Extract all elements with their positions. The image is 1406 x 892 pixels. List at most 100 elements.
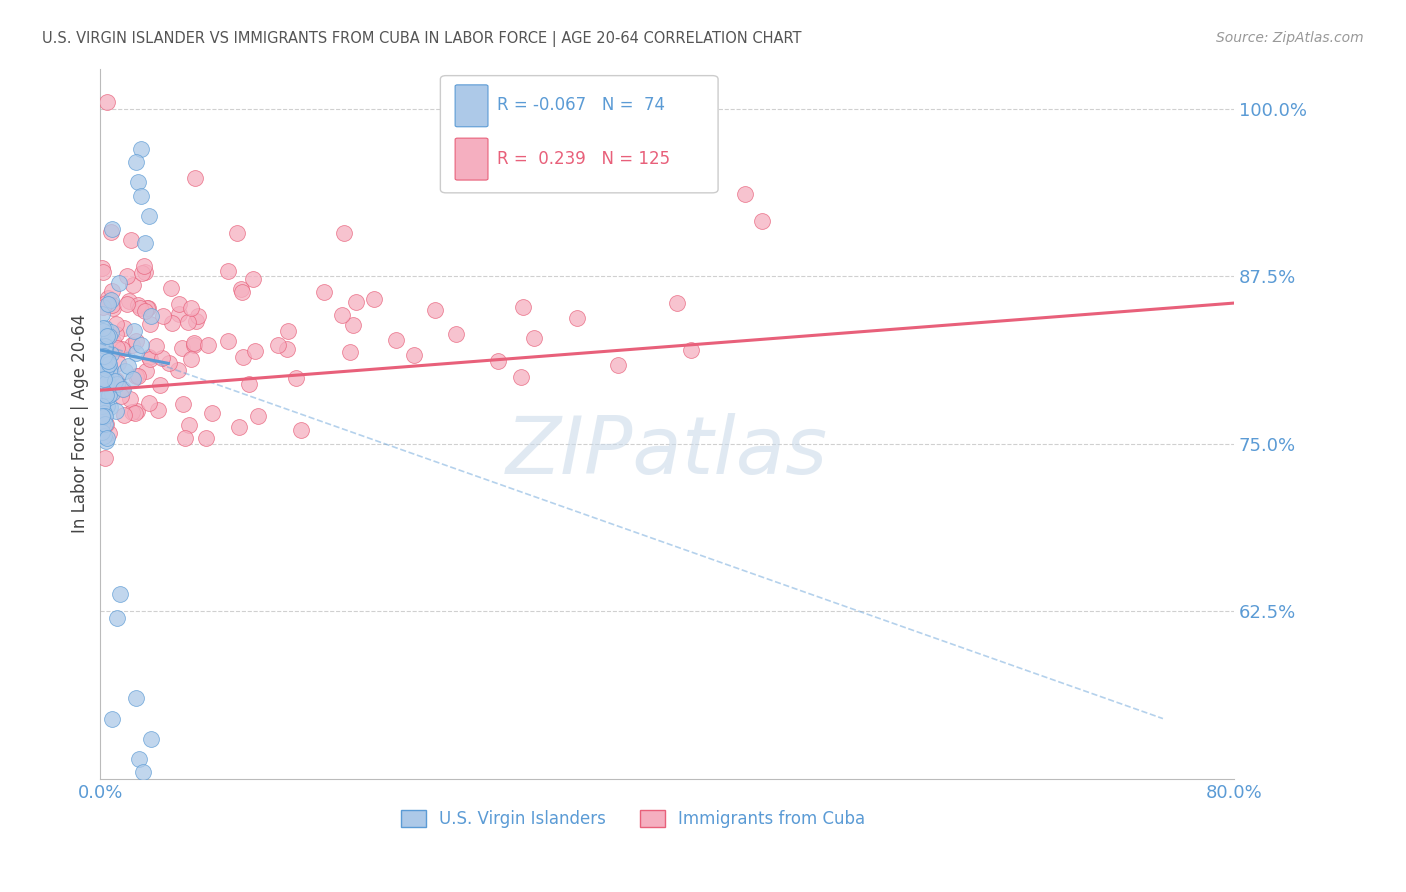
Point [134,265,156,279]
Point [134,259,156,273]
Point [173,397,195,411]
Point [135,364,157,378]
Point [93,376,115,391]
Point [94,409,117,423]
Point [91,403,114,417]
Y-axis label: In Labor Force | Age 20-64: In Labor Force | Age 20-64 [72,314,89,533]
Point [180,352,202,367]
Point [122,324,145,338]
Point [94,391,117,405]
Point [129,338,152,352]
Point [242,271,264,285]
Point [98,400,121,414]
Point [157,356,180,370]
Point [97,426,120,441]
Point [129,142,152,156]
Point [606,358,628,372]
Point [200,406,222,420]
Point [228,420,250,434]
Point [96,356,118,370]
Point [146,403,169,417]
Point [512,300,534,314]
Point [117,268,139,283]
Point [125,334,148,348]
Point [681,343,703,357]
Point [510,370,533,384]
Point [94,417,117,431]
Point [101,298,124,312]
Point [107,377,129,392]
Point [100,222,122,236]
Point [91,373,114,387]
Point [96,400,118,414]
FancyBboxPatch shape [456,138,488,180]
Point [179,418,201,433]
Point [114,364,136,378]
Point [423,303,446,318]
Point [97,357,120,371]
Point [93,412,115,426]
Point [125,404,148,418]
Point [121,372,143,386]
Point [384,333,406,347]
Point [128,752,150,766]
Point [93,372,115,386]
Point [105,611,128,625]
Point [94,451,117,466]
Point [169,296,191,310]
Point [174,431,197,445]
Point [108,587,131,601]
Point [231,285,253,299]
Point [121,338,143,352]
Point [97,358,120,372]
Point [160,316,183,330]
Text: ZIPatlas: ZIPatlas [506,413,828,491]
Point [290,423,312,437]
Point [184,170,207,185]
Point [94,380,117,394]
Point [91,321,114,335]
Point [167,307,190,321]
Point [344,294,367,309]
Point [97,353,120,368]
Point [96,431,118,445]
Point [100,386,122,401]
Point [105,373,128,387]
Point [115,297,138,311]
Point [97,371,120,385]
Point [132,765,155,780]
Point [751,214,773,228]
Point [94,376,117,390]
Point [91,324,114,338]
Point [404,348,426,362]
Point [665,296,688,310]
Point [93,392,115,406]
Point [105,341,128,355]
Point [93,357,115,371]
Point [100,347,122,361]
Point [330,309,353,323]
Point [97,297,120,311]
Point [96,95,118,109]
Point [124,368,146,383]
Point [90,350,112,364]
Point [94,342,117,356]
Point [231,282,253,296]
Point [117,359,139,373]
Point [184,314,207,328]
Point [94,339,117,353]
Point [90,425,112,440]
Point [177,315,200,329]
Point [90,409,112,423]
Point [100,293,122,308]
Point [91,371,114,385]
Point [100,361,122,376]
Point [96,417,118,432]
Point [94,295,117,310]
Point [107,356,129,370]
Point [232,350,254,364]
Point [217,263,239,277]
Point [363,292,385,306]
Point [91,265,114,279]
Point [523,331,546,345]
